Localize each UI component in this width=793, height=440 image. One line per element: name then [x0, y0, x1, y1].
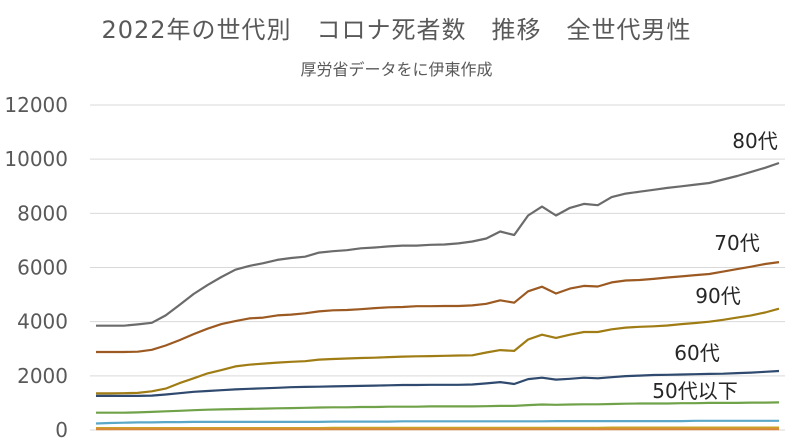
series-label: 60代 — [674, 341, 719, 365]
series-label: 50代以下 — [652, 379, 737, 403]
y-tick-label: 0 — [55, 418, 68, 440]
series-line — [96, 369, 780, 397]
series-line — [96, 261, 780, 354]
y-tick-label: 10000 — [4, 147, 68, 171]
y-tick-label: 2000 — [17, 364, 68, 388]
series-line — [96, 307, 780, 395]
y-tick-label: 12000 — [4, 93, 68, 117]
y-tick-label: 6000 — [17, 256, 68, 280]
series-label: 70代 — [714, 231, 759, 255]
series-line — [96, 401, 780, 414]
series-label: 90代 — [695, 284, 740, 308]
chart-title: 2022年の世代別 コロナ死者数 推移 全世代男性 — [101, 16, 692, 44]
y-axis-tick-labels: 0 2000 4000 6000 8000 10000 12000 — [4, 93, 68, 440]
series-line — [96, 161, 780, 327]
series-lines — [95, 161, 780, 431]
chart-subtitle: 厚労省データをに伊東作成 — [300, 60, 493, 79]
y-tick-label: 8000 — [17, 201, 68, 225]
series-line — [96, 426, 779, 430]
series-label: 80代 — [732, 129, 777, 153]
series-labels: 80代 70代 90代 60代 50代以下 — [652, 129, 777, 403]
y-tick-label: 4000 — [17, 310, 68, 334]
series-line — [95, 419, 779, 425]
